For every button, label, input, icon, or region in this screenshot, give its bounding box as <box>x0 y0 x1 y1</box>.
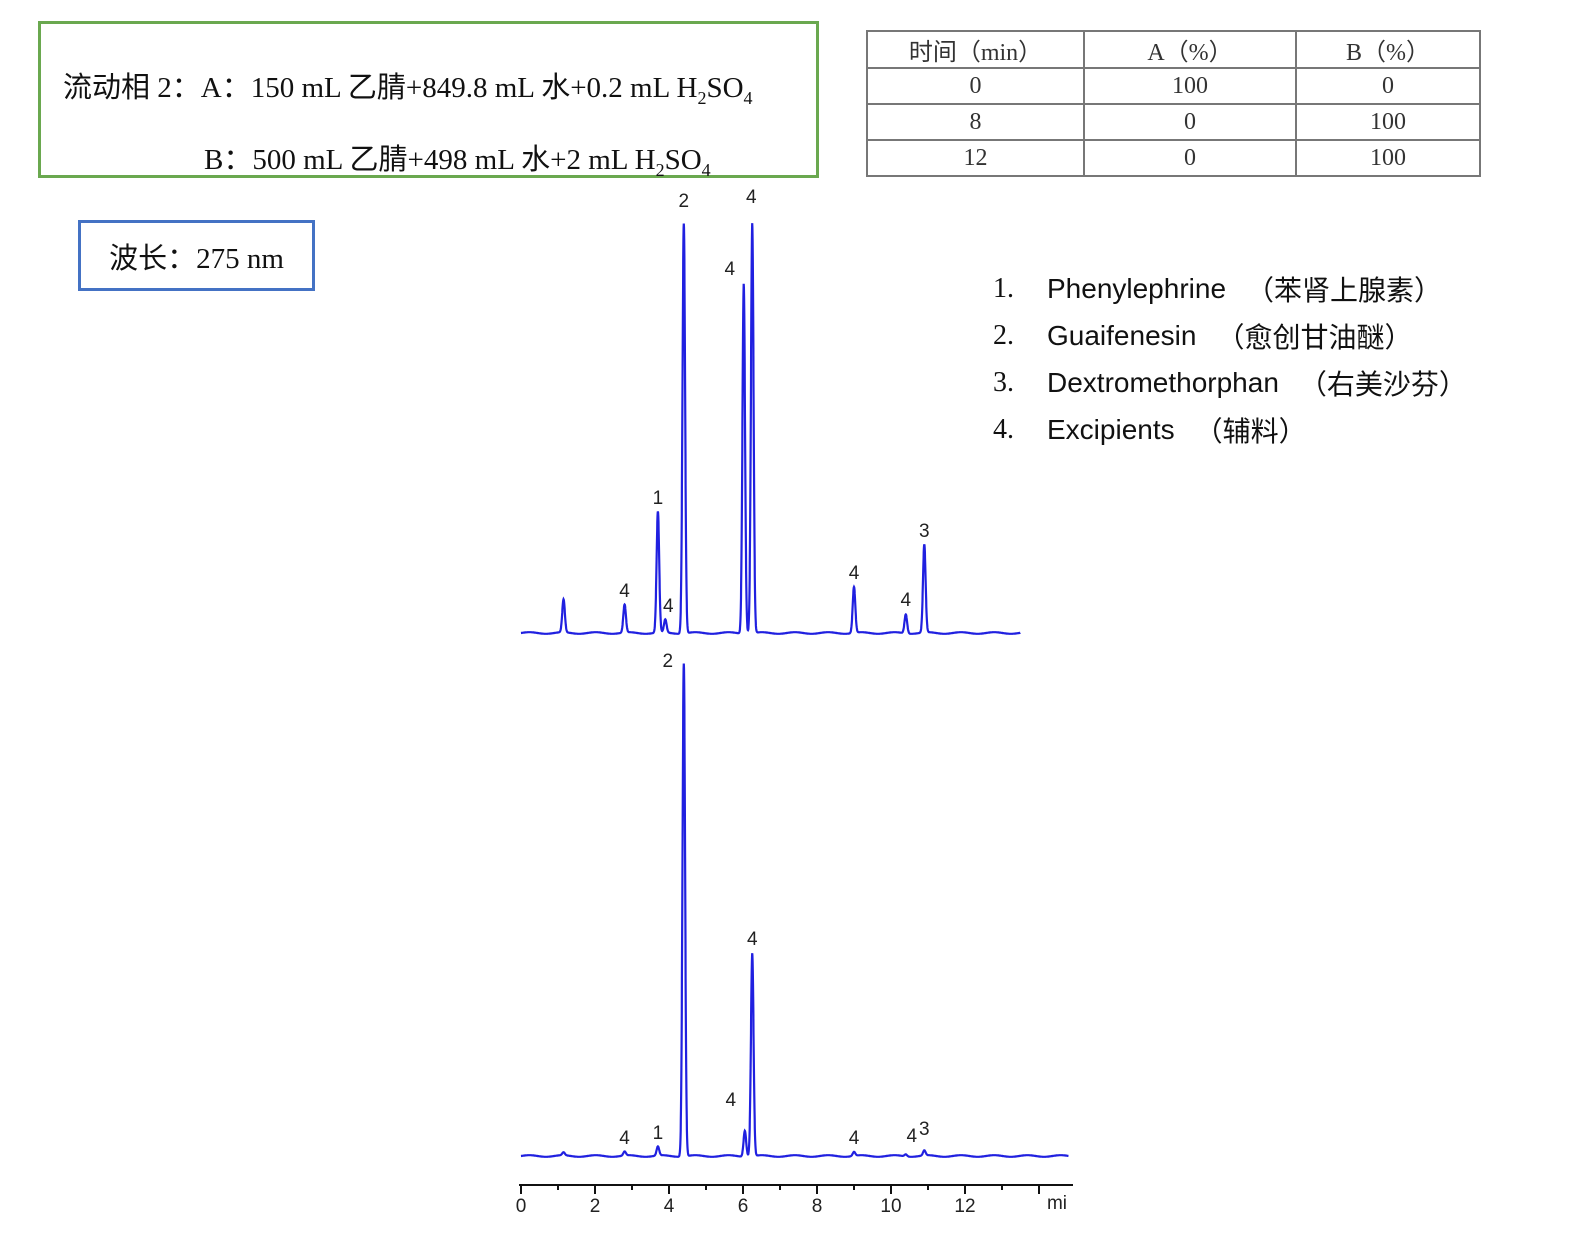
peak-label: 4 <box>747 929 758 950</box>
peak-label: 2 <box>663 651 674 672</box>
legend-item: 1. Phenylephrine （苯肾上腺素） <box>993 265 1467 312</box>
peak-label: 4 <box>849 563 860 584</box>
peak-label: 4 <box>907 1126 918 1147</box>
legend-cn: （愈创甘油醚） <box>1216 322 1413 354</box>
peak-label: 4 <box>663 596 674 617</box>
table-row: 0 100 0 <box>866 67 1481 105</box>
mobile-phase-b-text: B：500 mL 乙腈+498 mL 水+2 mL H <box>204 144 656 176</box>
chromatogram-trace-2 <box>520 663 1069 1158</box>
table-row: 8 0 100 <box>866 103 1481 141</box>
cell: 0 <box>1295 67 1481 105</box>
peak-legend: 1. Phenylephrine （苯肾上腺素） 2. Guaifenesin （愈创甘… <box>993 265 1467 453</box>
cell: 8 <box>866 103 1085 141</box>
mobile-phase-b: B：500 mL 乙腈+498 mL 水+2 mL H2SO4 <box>204 136 711 181</box>
legend-item: 3. Dextromethorphan （右美沙芬） <box>993 359 1467 406</box>
peak-label: 4 <box>849 1128 860 1149</box>
legend-number: 3. <box>993 366 1014 398</box>
legend-cn: （右美沙芬） <box>1298 369 1467 401</box>
legend-number: 4. <box>993 413 1014 445</box>
peak-label: 3 <box>919 521 930 542</box>
peak-label: 4 <box>726 1090 737 1111</box>
cell: 100 <box>1083 67 1297 105</box>
legend-name: Excipients <box>1047 413 1175 445</box>
header-b: B（%） <box>1295 30 1481 69</box>
legend-name: Guaifenesin <box>1047 319 1197 351</box>
table-row: 12 0 100 <box>866 139 1481 177</box>
cell: 0 <box>1083 139 1297 177</box>
legend-cn: （辅料） <box>1194 416 1307 448</box>
legend-name: Phenylephrine <box>1047 272 1227 304</box>
peak-label: 4 <box>746 187 757 208</box>
header-a: A（%） <box>1083 30 1297 69</box>
chromatogram-trace-1 <box>520 223 1021 635</box>
peak-label: 1 <box>653 488 664 509</box>
mobile-phase-a-suffix: SO <box>706 72 744 104</box>
cell: 100 <box>1295 103 1481 141</box>
peak-label: 4 <box>901 590 912 611</box>
subscript: 2 <box>697 87 707 108</box>
legend-number: 2. <box>993 319 1014 351</box>
cell: 0 <box>866 67 1085 105</box>
legend-item: 2. Guaifenesin （愈创甘油醚） <box>993 312 1467 359</box>
legend-cn: （苯肾上腺素） <box>1246 275 1443 307</box>
cell: 0 <box>1083 103 1297 141</box>
wavelength-box: 波长：275 nm <box>78 220 315 291</box>
x-tick-label: 2 <box>590 1196 601 1217</box>
subscript: 2 <box>655 159 665 180</box>
x-axis-label: mi <box>1047 1193 1067 1214</box>
peak-label: 4 <box>724 259 735 280</box>
table-header-row: 时间（min） A（%） B（%） <box>866 30 1481 69</box>
x-tick-label: 6 <box>738 1196 749 1217</box>
legend-name: Dextromethorphan <box>1047 366 1279 398</box>
cell: 100 <box>1295 139 1481 177</box>
legend-number: 1. <box>993 272 1014 304</box>
mobile-phase-b-suffix: SO <box>664 144 702 176</box>
x-tick-label: 10 <box>880 1196 901 1217</box>
peak-label: 3 <box>919 1119 930 1140</box>
subscript: 4 <box>743 87 753 108</box>
gradient-table: 时间（min） A（%） B（%） 0 100 0 8 0 100 12 0 100 <box>866 30 1481 177</box>
subscript: 4 <box>701 159 711 180</box>
peak-label: 4 <box>619 581 630 602</box>
legend-item: 4. Excipients （辅料） <box>993 406 1467 453</box>
header-time: 时间（min） <box>866 30 1085 69</box>
mobile-phase-box: 流动相 2：A：150 mL 乙腈+849.8 mL 水+0.2 mL H2SO… <box>38 21 819 181</box>
x-tick-label: 0 <box>516 1196 527 1217</box>
x-tick-label: 4 <box>664 1196 675 1217</box>
cell: 12 <box>866 139 1085 177</box>
peak-label: 4 <box>619 1128 630 1149</box>
x-tick-label: 12 <box>954 1196 975 1217</box>
peak-label: 1 <box>653 1123 664 1144</box>
peak-label: 2 <box>679 191 690 212</box>
wavelength-label: 波长：275 nm <box>109 242 284 275</box>
x-tick-label: 8 <box>812 1196 823 1217</box>
mobile-phase-a-text: 流动相 2：A：150 mL 乙腈+849.8 mL 水+0.2 mL H <box>63 72 698 104</box>
mobile-phase-a: 流动相 2：A：150 mL 乙腈+849.8 mL 水+0.2 mL H2SO… <box>63 64 753 109</box>
